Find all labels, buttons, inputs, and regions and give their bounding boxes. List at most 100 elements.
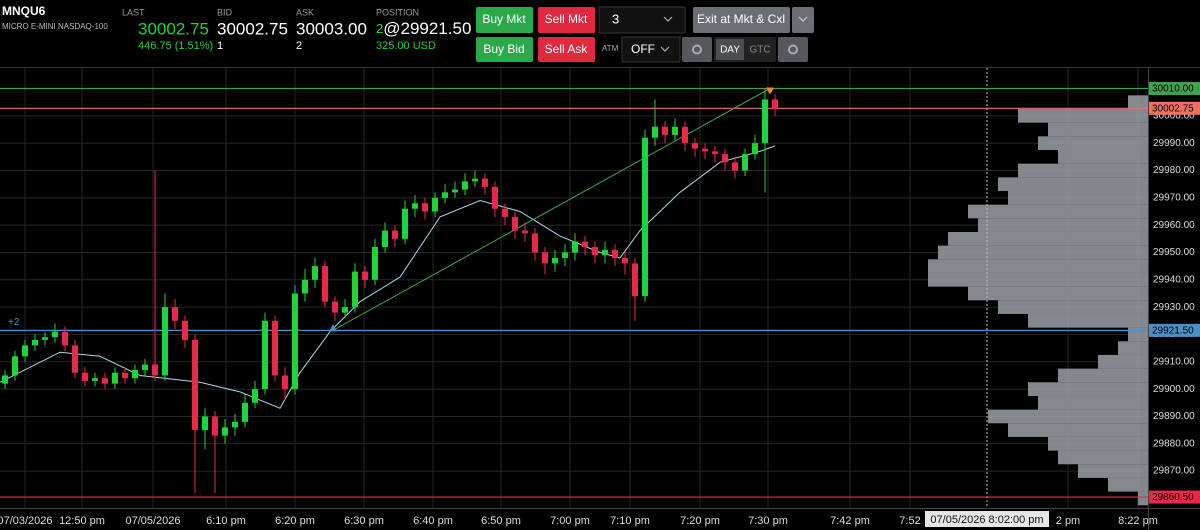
candle-body bbox=[132, 369, 138, 379]
bid-price: 30002.75 bbox=[217, 19, 288, 38]
chevron bbox=[798, 16, 808, 22]
volume-profile-bar bbox=[1048, 436, 1148, 451]
ask-price: 30003.00 bbox=[296, 19, 367, 38]
bid-label: BID bbox=[217, 7, 233, 17]
price-label: 30010.00 bbox=[1152, 84, 1194, 95]
candle-body bbox=[232, 421, 238, 428]
exit-button[interactable] bbox=[693, 7, 790, 33]
candle-body bbox=[492, 186, 498, 209]
symbol: MNQU6 bbox=[2, 4, 46, 18]
candle-body bbox=[322, 266, 328, 302]
candle-body bbox=[32, 339, 38, 346]
volume-profile-bar bbox=[998, 177, 1148, 191]
buy-bid-button[interactable] bbox=[476, 37, 533, 62]
candle-body bbox=[72, 345, 78, 373]
candle-body bbox=[482, 178, 488, 187]
candle-body bbox=[332, 301, 338, 313]
y-tick-label: 29930.00 bbox=[1153, 302, 1195, 313]
candle-body bbox=[502, 208, 508, 217]
candle-body bbox=[612, 249, 618, 258]
candle-body bbox=[772, 99, 778, 109]
price-label: 29860.50 bbox=[1152, 492, 1194, 503]
candle-body bbox=[122, 372, 128, 379]
chevron bbox=[660, 46, 670, 52]
sell-ask-button[interactable] bbox=[538, 37, 595, 62]
sell-mkt-button[interactable] bbox=[538, 7, 595, 33]
position-price: @29921.50 bbox=[383, 19, 471, 38]
volume-profile-bar bbox=[1048, 122, 1148, 137]
tif-day: DAY bbox=[720, 45, 740, 56]
position: 2@29921.50 bbox=[376, 19, 471, 38]
atm-select[interactable] bbox=[621, 36, 681, 63]
volume-profile-bar bbox=[1118, 341, 1148, 355]
tif-gtc: GTC bbox=[749, 45, 770, 56]
candle-body bbox=[22, 345, 28, 357]
price-label: 30002.75 bbox=[1152, 103, 1194, 114]
candle-body bbox=[102, 378, 108, 384]
volume-profile-bar bbox=[988, 409, 1148, 424]
plot-area bbox=[0, 68, 1148, 508]
volume-profile-bar bbox=[1128, 95, 1148, 109]
candle-body bbox=[42, 337, 48, 340]
candle-body bbox=[592, 247, 598, 256]
position-tag: +2 bbox=[8, 317, 20, 328]
candle-body bbox=[442, 192, 448, 198]
buy-mkt-button[interactable] bbox=[476, 7, 533, 33]
x-tick-label: 07/03/2026 bbox=[0, 515, 53, 527]
fill-marker-buy bbox=[329, 324, 337, 332]
x-tick-label: 6:10 pm bbox=[206, 515, 246, 527]
description: MICRO E-MINI NASDAQ-100 bbox=[2, 22, 108, 31]
atm-settings-button[interactable] bbox=[682, 37, 712, 62]
tif-settings-button[interactable] bbox=[778, 37, 808, 62]
ask-label: ASK bbox=[296, 7, 314, 17]
candle-body bbox=[542, 252, 548, 264]
price-label-box bbox=[1149, 101, 1200, 115]
candle-body bbox=[602, 249, 608, 256]
last-change: 446.75 (1.51%) bbox=[138, 40, 213, 52]
x-tick-label: 8:22 pm bbox=[1118, 515, 1158, 527]
candle-body bbox=[162, 307, 168, 376]
candle-body bbox=[2, 375, 8, 384]
volume-profile-bar bbox=[928, 272, 1148, 287]
volume-profile-bar bbox=[1138, 491, 1148, 506]
candle-body bbox=[752, 143, 758, 155]
quantity: 3 bbox=[612, 11, 619, 26]
buy-bid-text: Buy Bid bbox=[483, 42, 524, 56]
candle-body bbox=[212, 416, 218, 436]
candle-body bbox=[362, 271, 368, 280]
volume-profile-bar bbox=[1028, 313, 1148, 328]
candle-body bbox=[732, 162, 738, 171]
candle-body bbox=[142, 364, 148, 370]
crosshair-label: 07/05/2026 8:02:00 pm bbox=[930, 514, 1043, 526]
price-label: 29921.50 bbox=[1152, 326, 1194, 337]
position-qty: 2 bbox=[376, 21, 383, 36]
candle-body bbox=[172, 307, 178, 321]
y-tick-label: 29870.00 bbox=[1153, 466, 1195, 477]
y-tick-label: 29970.00 bbox=[1153, 192, 1195, 203]
moving-average bbox=[0, 145, 776, 409]
atm-value: OFF bbox=[631, 42, 655, 56]
volume-profile-bar bbox=[1038, 136, 1148, 150]
volume-profile-bar bbox=[1008, 423, 1148, 437]
y-tick-label: 29880.00 bbox=[1153, 438, 1195, 449]
candle-body bbox=[472, 178, 478, 182]
price-label-box bbox=[1149, 490, 1200, 504]
volume-profile-bar bbox=[1008, 190, 1148, 205]
sell-mkt-text: Sell Mkt bbox=[545, 12, 588, 26]
x-tick-label: 6:20 pm bbox=[275, 515, 315, 527]
candle-body bbox=[82, 372, 88, 381]
volume-profile-bar bbox=[1128, 327, 1148, 342]
x-tick-label: 7:20 pm bbox=[680, 515, 720, 527]
exit-menu-button[interactable] bbox=[792, 7, 814, 33]
gear-icon bbox=[788, 44, 798, 55]
candle-body bbox=[712, 151, 718, 155]
quantity-select[interactable] bbox=[598, 6, 686, 34]
candle-body bbox=[682, 126, 688, 144]
volume-profile-bar bbox=[1058, 149, 1148, 164]
candle-body bbox=[452, 189, 458, 193]
buy-mkt-text: Buy Mkt bbox=[482, 12, 526, 26]
last-price: 30002.75 bbox=[138, 19, 209, 38]
chevron bbox=[663, 16, 673, 22]
candle-body bbox=[552, 257, 558, 264]
candle-body bbox=[582, 241, 588, 248]
